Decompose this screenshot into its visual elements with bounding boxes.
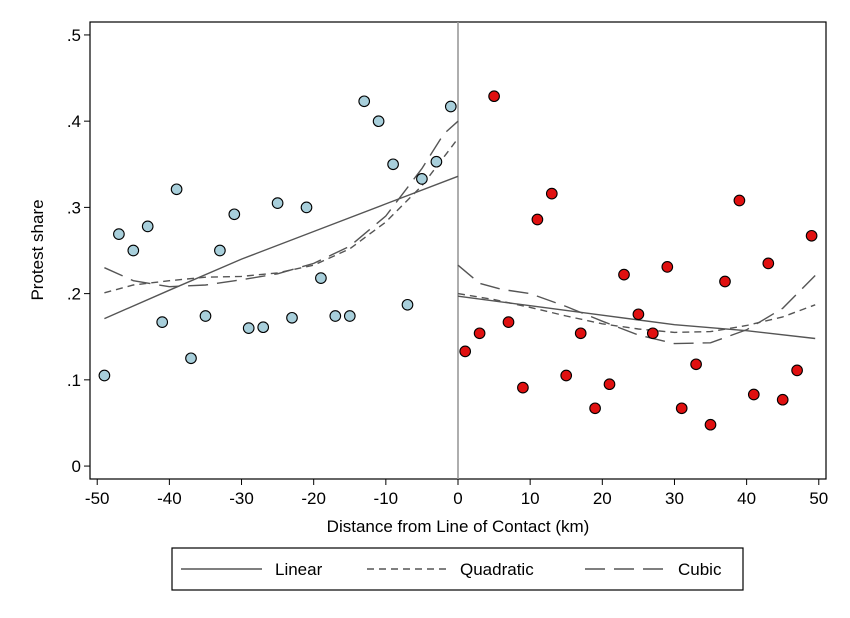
- data-point-left: [199, 310, 212, 322]
- data-point-right: [488, 90, 500, 103]
- data-point-right: [704, 418, 717, 431]
- data-point-right: [574, 327, 587, 340]
- data-point-left: [387, 158, 399, 171]
- y-tick-label: .3: [67, 198, 81, 217]
- data-point-right: [733, 194, 746, 207]
- data-point-left: [416, 173, 428, 185]
- data-point-right: [560, 369, 573, 382]
- data-point-left: [444, 100, 457, 113]
- data-point-right: [719, 275, 731, 288]
- data-point-left: [113, 228, 125, 240]
- data-point-right: [646, 327, 659, 340]
- data-point-right: [502, 316, 515, 328]
- y-axis-title: Protest share: [28, 199, 47, 300]
- data-point-right: [517, 381, 529, 394]
- data-point-left: [329, 310, 342, 322]
- data-point-right: [531, 213, 544, 226]
- data-point-right: [459, 345, 472, 358]
- x-axis-title: Distance from Line of Contact (km): [327, 517, 590, 536]
- data-point-left: [343, 310, 356, 322]
- y-tick-label: .2: [67, 285, 81, 304]
- data-point-right: [632, 308, 645, 321]
- x-tick-label: 0: [453, 489, 462, 508]
- x-tick-label: -10: [374, 489, 399, 508]
- fit-line-cubic-right: [457, 264, 816, 345]
- x-tick-label: 10: [521, 489, 540, 508]
- data-point-left: [242, 322, 255, 334]
- data-point-left: [127, 244, 140, 257]
- x-tick-label: 50: [809, 489, 828, 508]
- data-point-left: [98, 369, 111, 382]
- y-tick-label: .4: [67, 112, 81, 131]
- data-point-left: [185, 352, 197, 365]
- data-point-left: [286, 311, 298, 324]
- data-point-right: [661, 261, 674, 273]
- data-point-left: [170, 183, 183, 196]
- x-tick-label: 30: [665, 489, 684, 508]
- data-point-right: [603, 378, 616, 391]
- data-point-right: [805, 229, 818, 242]
- data-point-left: [315, 272, 327, 284]
- data-point-left: [141, 220, 154, 233]
- data-point-right: [690, 358, 702, 371]
- data-point-left: [228, 208, 241, 221]
- data-point-right: [762, 257, 775, 270]
- data-point-right: [747, 388, 760, 401]
- x-tick-label: 20: [593, 489, 612, 508]
- data-point-right: [589, 402, 601, 415]
- fit-line-cubic-left: [104, 120, 459, 288]
- y-tick-label: 0: [72, 457, 81, 476]
- y-tick-label: .5: [67, 26, 81, 45]
- data-point-right: [618, 268, 630, 281]
- data-point-left: [300, 201, 313, 214]
- data-point-left: [372, 115, 385, 128]
- data-point-left: [257, 321, 270, 334]
- x-tick-label: -30: [229, 489, 254, 508]
- legend-label-quadratic: Quadratic: [460, 560, 534, 579]
- data-point-right: [791, 364, 803, 377]
- data-point-left: [358, 95, 371, 108]
- legend-label-linear: Linear: [275, 560, 323, 579]
- data-point-left: [214, 244, 226, 257]
- data-point-left: [401, 298, 414, 311]
- legend-label-cubic: Cubic: [678, 560, 722, 579]
- data-point-left: [271, 197, 284, 209]
- data-point-right: [675, 402, 688, 415]
- data-point-left: [156, 316, 169, 328]
- data-point-left: [430, 155, 443, 168]
- y-tick-label: .1: [67, 371, 81, 390]
- x-tick-label: -50: [85, 489, 110, 508]
- x-tick-label: 40: [737, 489, 756, 508]
- data-point-right: [545, 187, 558, 200]
- data-point-right: [776, 393, 789, 406]
- legend: Linear Quadratic Cubic: [171, 547, 744, 591]
- x-tick-label: -20: [301, 489, 326, 508]
- data-point-right: [473, 327, 486, 340]
- x-tick-label: -40: [157, 489, 182, 508]
